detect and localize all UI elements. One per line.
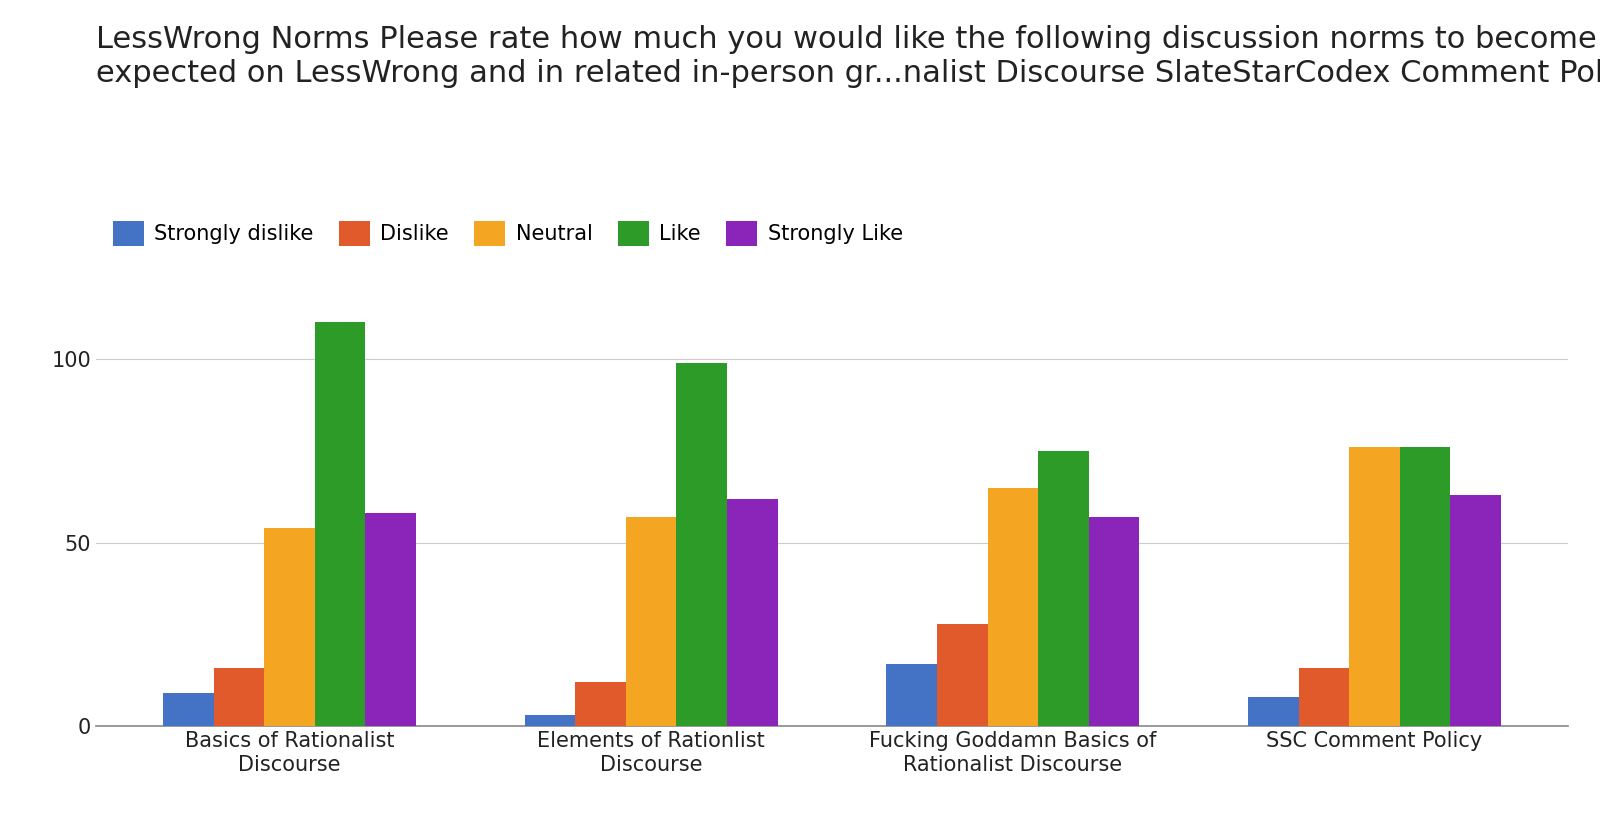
Bar xyxy=(213,668,264,726)
Bar xyxy=(163,693,213,726)
Bar xyxy=(886,664,938,726)
Legend: Strongly dislike, Dislike, Neutral, Like, Strongly Like: Strongly dislike, Dislike, Neutral, Like… xyxy=(107,215,909,252)
Bar xyxy=(987,488,1038,726)
Bar xyxy=(1451,495,1501,726)
Bar xyxy=(1349,448,1400,726)
Bar xyxy=(1088,517,1139,726)
Bar xyxy=(1400,448,1451,726)
Bar xyxy=(1038,451,1088,726)
Bar xyxy=(626,517,677,726)
Bar xyxy=(1248,697,1299,726)
Bar xyxy=(264,528,315,726)
Bar xyxy=(677,362,726,726)
Text: LessWrong Norms Please rate how much you would like the following discussion nor: LessWrong Norms Please rate how much you… xyxy=(96,25,1600,88)
Bar xyxy=(365,514,416,726)
Bar xyxy=(938,624,987,726)
Bar xyxy=(726,498,778,726)
Bar xyxy=(315,322,365,726)
Bar xyxy=(576,682,626,726)
Bar xyxy=(525,716,576,726)
Bar xyxy=(1299,668,1349,726)
